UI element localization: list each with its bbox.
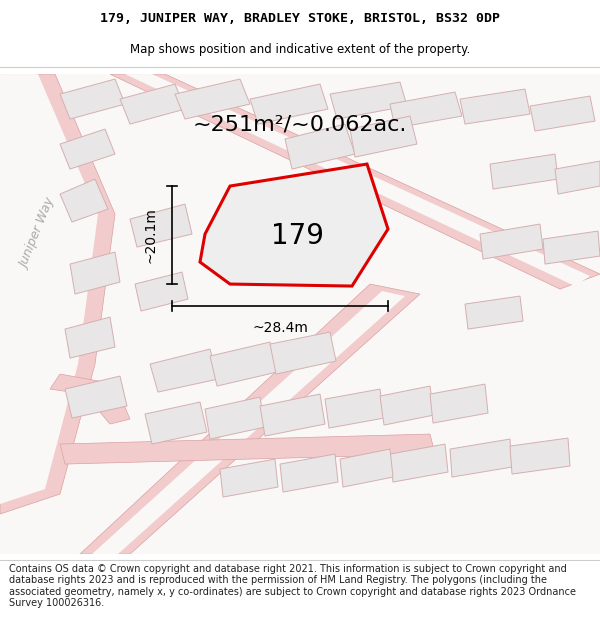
Polygon shape [340,449,393,487]
Text: 179, JUNIPER WAY, BRADLEY STOKE, BRISTOL, BS32 0DP: 179, JUNIPER WAY, BRADLEY STOKE, BRISTOL… [100,12,500,25]
Text: Contains OS data © Crown copyright and database right 2021. This information is : Contains OS data © Crown copyright and d… [9,564,576,609]
Polygon shape [0,74,98,504]
Polygon shape [120,84,185,124]
Polygon shape [260,394,325,436]
Polygon shape [350,116,417,157]
Polygon shape [92,291,405,554]
Polygon shape [555,161,600,194]
Polygon shape [80,284,420,554]
Polygon shape [175,79,250,119]
Polygon shape [205,397,265,439]
Text: Map shows position and indicative extent of the property.: Map shows position and indicative extent… [130,44,470,56]
Polygon shape [430,384,488,423]
Polygon shape [65,317,115,358]
Polygon shape [380,386,434,425]
Text: ~251m²/~0.062ac.: ~251m²/~0.062ac. [193,114,407,134]
Polygon shape [490,154,558,189]
Polygon shape [390,444,448,482]
Polygon shape [460,89,530,124]
Polygon shape [0,74,115,514]
Polygon shape [280,454,338,492]
Text: 179: 179 [271,222,325,250]
Polygon shape [210,342,277,386]
Polygon shape [145,402,207,444]
Polygon shape [125,74,590,286]
Polygon shape [530,96,595,131]
Polygon shape [465,296,523,329]
Polygon shape [110,74,600,289]
Polygon shape [60,79,125,119]
Polygon shape [130,204,192,247]
Polygon shape [270,332,336,374]
Polygon shape [150,349,218,392]
Polygon shape [135,272,188,311]
Polygon shape [60,129,115,169]
Polygon shape [390,92,462,128]
Polygon shape [200,164,388,286]
Polygon shape [325,389,384,428]
Text: ~28.4m: ~28.4m [252,321,308,335]
Polygon shape [543,231,600,264]
Polygon shape [480,224,543,259]
Polygon shape [330,82,407,119]
Polygon shape [450,439,512,477]
Polygon shape [60,434,435,464]
Polygon shape [60,179,108,222]
Text: Juniper Way: Juniper Way [18,197,58,271]
Polygon shape [220,459,278,497]
Polygon shape [285,124,355,169]
Polygon shape [70,252,120,294]
Polygon shape [510,438,570,474]
Polygon shape [250,84,328,124]
Polygon shape [65,376,127,418]
Polygon shape [50,374,130,424]
Text: ~20.1m: ~20.1m [143,207,157,263]
